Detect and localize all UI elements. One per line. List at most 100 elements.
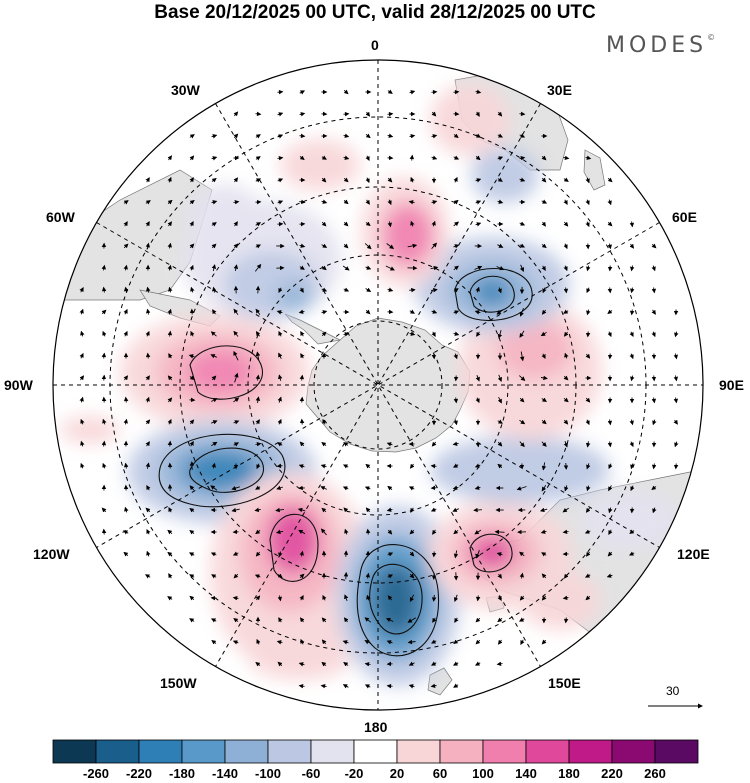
wind-vector-arrow xyxy=(211,134,218,139)
wind-vector-arrow xyxy=(430,683,437,689)
wind-vector-arrow xyxy=(387,552,394,557)
wind-vector-arrow xyxy=(167,375,173,381)
wind-vector-arrow xyxy=(123,551,129,557)
wind-vector-arrow xyxy=(630,287,635,294)
wind-vector-arrow xyxy=(123,396,129,403)
wind-vector-arrow xyxy=(364,243,372,250)
wind-vector-arrow xyxy=(410,220,415,227)
label-180: 180 xyxy=(364,719,388,735)
colorbar-swatch xyxy=(439,739,484,764)
wind-vector-arrow xyxy=(453,133,459,139)
colorbar-tick-label: 140 xyxy=(515,766,537,781)
wind-vector-arrow xyxy=(541,397,547,403)
wind-vector-arrow xyxy=(343,199,349,205)
wind-vector-arrow xyxy=(475,178,482,183)
wind-vector-arrow xyxy=(541,353,546,360)
wind-vector-arrow xyxy=(167,596,173,601)
wind-vector-arrow xyxy=(453,661,459,666)
wind-vector-arrow xyxy=(233,111,239,117)
wind-vector-arrow xyxy=(101,352,107,359)
wind-vector-arrow xyxy=(541,265,546,271)
wind-vector-arrow xyxy=(123,418,128,425)
wind-vector-arrow xyxy=(385,265,395,271)
wind-vector-arrow xyxy=(365,528,371,535)
wind-vector-arrow xyxy=(255,134,261,139)
wind-vector-arrow xyxy=(651,243,657,249)
colorbar-swatch xyxy=(138,739,183,764)
wind-vector-arrow xyxy=(321,310,328,315)
wind-vector-arrow xyxy=(79,287,84,293)
wind-vector-arrow xyxy=(519,351,525,362)
wind-vector-arrow xyxy=(431,309,438,314)
wind-vector-arrow xyxy=(607,441,613,448)
wind-vector-arrow xyxy=(299,573,305,579)
wind-vector-arrow xyxy=(409,594,415,602)
wind-vector-arrow xyxy=(585,199,590,206)
wind-vector-arrow xyxy=(585,551,591,557)
wind-vector-arrow xyxy=(651,287,657,294)
wind-vector-arrow xyxy=(101,440,107,447)
wind-vector-arrow xyxy=(342,684,349,689)
wind-vector-arrow xyxy=(409,309,415,314)
wind-vector-arrow xyxy=(519,307,524,317)
wind-vector-arrow xyxy=(586,265,591,272)
wind-vector-arrow xyxy=(321,639,327,645)
wind-vector-arrow xyxy=(364,640,372,645)
wind-vector-arrow xyxy=(80,330,85,337)
colorbar xyxy=(52,739,699,764)
wind-vector-arrow xyxy=(320,683,327,689)
label-90e: 90E xyxy=(719,377,744,393)
wind-vector-arrow xyxy=(101,309,107,315)
wind-vector-arrow xyxy=(475,617,481,623)
wind-vector-arrow xyxy=(387,89,393,94)
wind-vector-arrow xyxy=(321,507,327,513)
wind-vector-arrow xyxy=(255,485,261,490)
wind-vector-arrow xyxy=(79,352,84,359)
wind-vector-arrow xyxy=(497,329,503,339)
wind-vector-arrow xyxy=(255,330,261,337)
colorbar-tick-label: -20 xyxy=(344,766,364,781)
wind-vector-arrow xyxy=(475,89,482,94)
wind-vector-arrow xyxy=(101,286,107,293)
wind-vector-arrow xyxy=(145,352,151,359)
latitude-circle xyxy=(313,320,443,450)
wind-vector-arrow xyxy=(299,243,306,248)
wind-vector-arrow xyxy=(673,397,679,404)
wind-vector-arrow xyxy=(211,222,217,227)
label-90w: 90W xyxy=(4,377,33,393)
wind-vector-arrow xyxy=(189,134,195,139)
wind-vector-arrow xyxy=(211,441,218,447)
label-30e: 30E xyxy=(547,82,572,98)
wind-vector-arrow xyxy=(607,331,612,338)
colorbar-swatch xyxy=(396,739,441,764)
wind-vector-arrow xyxy=(519,397,525,403)
wind-vector-arrow xyxy=(453,265,459,271)
wind-vector-arrow xyxy=(453,463,459,468)
wind-vector-arrow xyxy=(102,462,107,469)
positive-anomaly xyxy=(186,350,254,394)
wind-vector-arrow xyxy=(519,177,526,182)
wind-vector-arrow xyxy=(585,507,591,513)
wind-vector-arrow xyxy=(278,352,283,359)
wind-vector-arrow xyxy=(586,287,591,294)
wind-vector-arrow xyxy=(298,683,305,689)
wind-vector-arrow xyxy=(563,177,569,182)
wind-vector-arrow xyxy=(254,507,261,513)
wind-vector-arrow xyxy=(473,507,482,513)
wind-vector-arrow xyxy=(231,485,240,491)
wind-vector-arrow xyxy=(564,485,569,492)
wind-vector-arrow xyxy=(453,594,459,603)
wind-vector-arrow xyxy=(408,684,415,689)
wind-vector-arrow xyxy=(299,441,305,447)
wind-vector-arrow xyxy=(344,594,349,602)
wind-vector-arrow xyxy=(409,463,415,469)
wind-vector-arrow xyxy=(145,419,151,425)
wind-vector-arrow xyxy=(541,309,547,315)
wind-vector-arrow xyxy=(365,133,371,139)
wind-vector-arrow xyxy=(364,486,371,491)
wind-vector-arrow xyxy=(453,419,458,426)
wind-vector-arrow xyxy=(475,661,481,666)
wind-vector-arrow xyxy=(233,420,240,425)
positive-anomaly xyxy=(497,320,573,380)
colorbar-tick-label: -220 xyxy=(125,766,153,781)
